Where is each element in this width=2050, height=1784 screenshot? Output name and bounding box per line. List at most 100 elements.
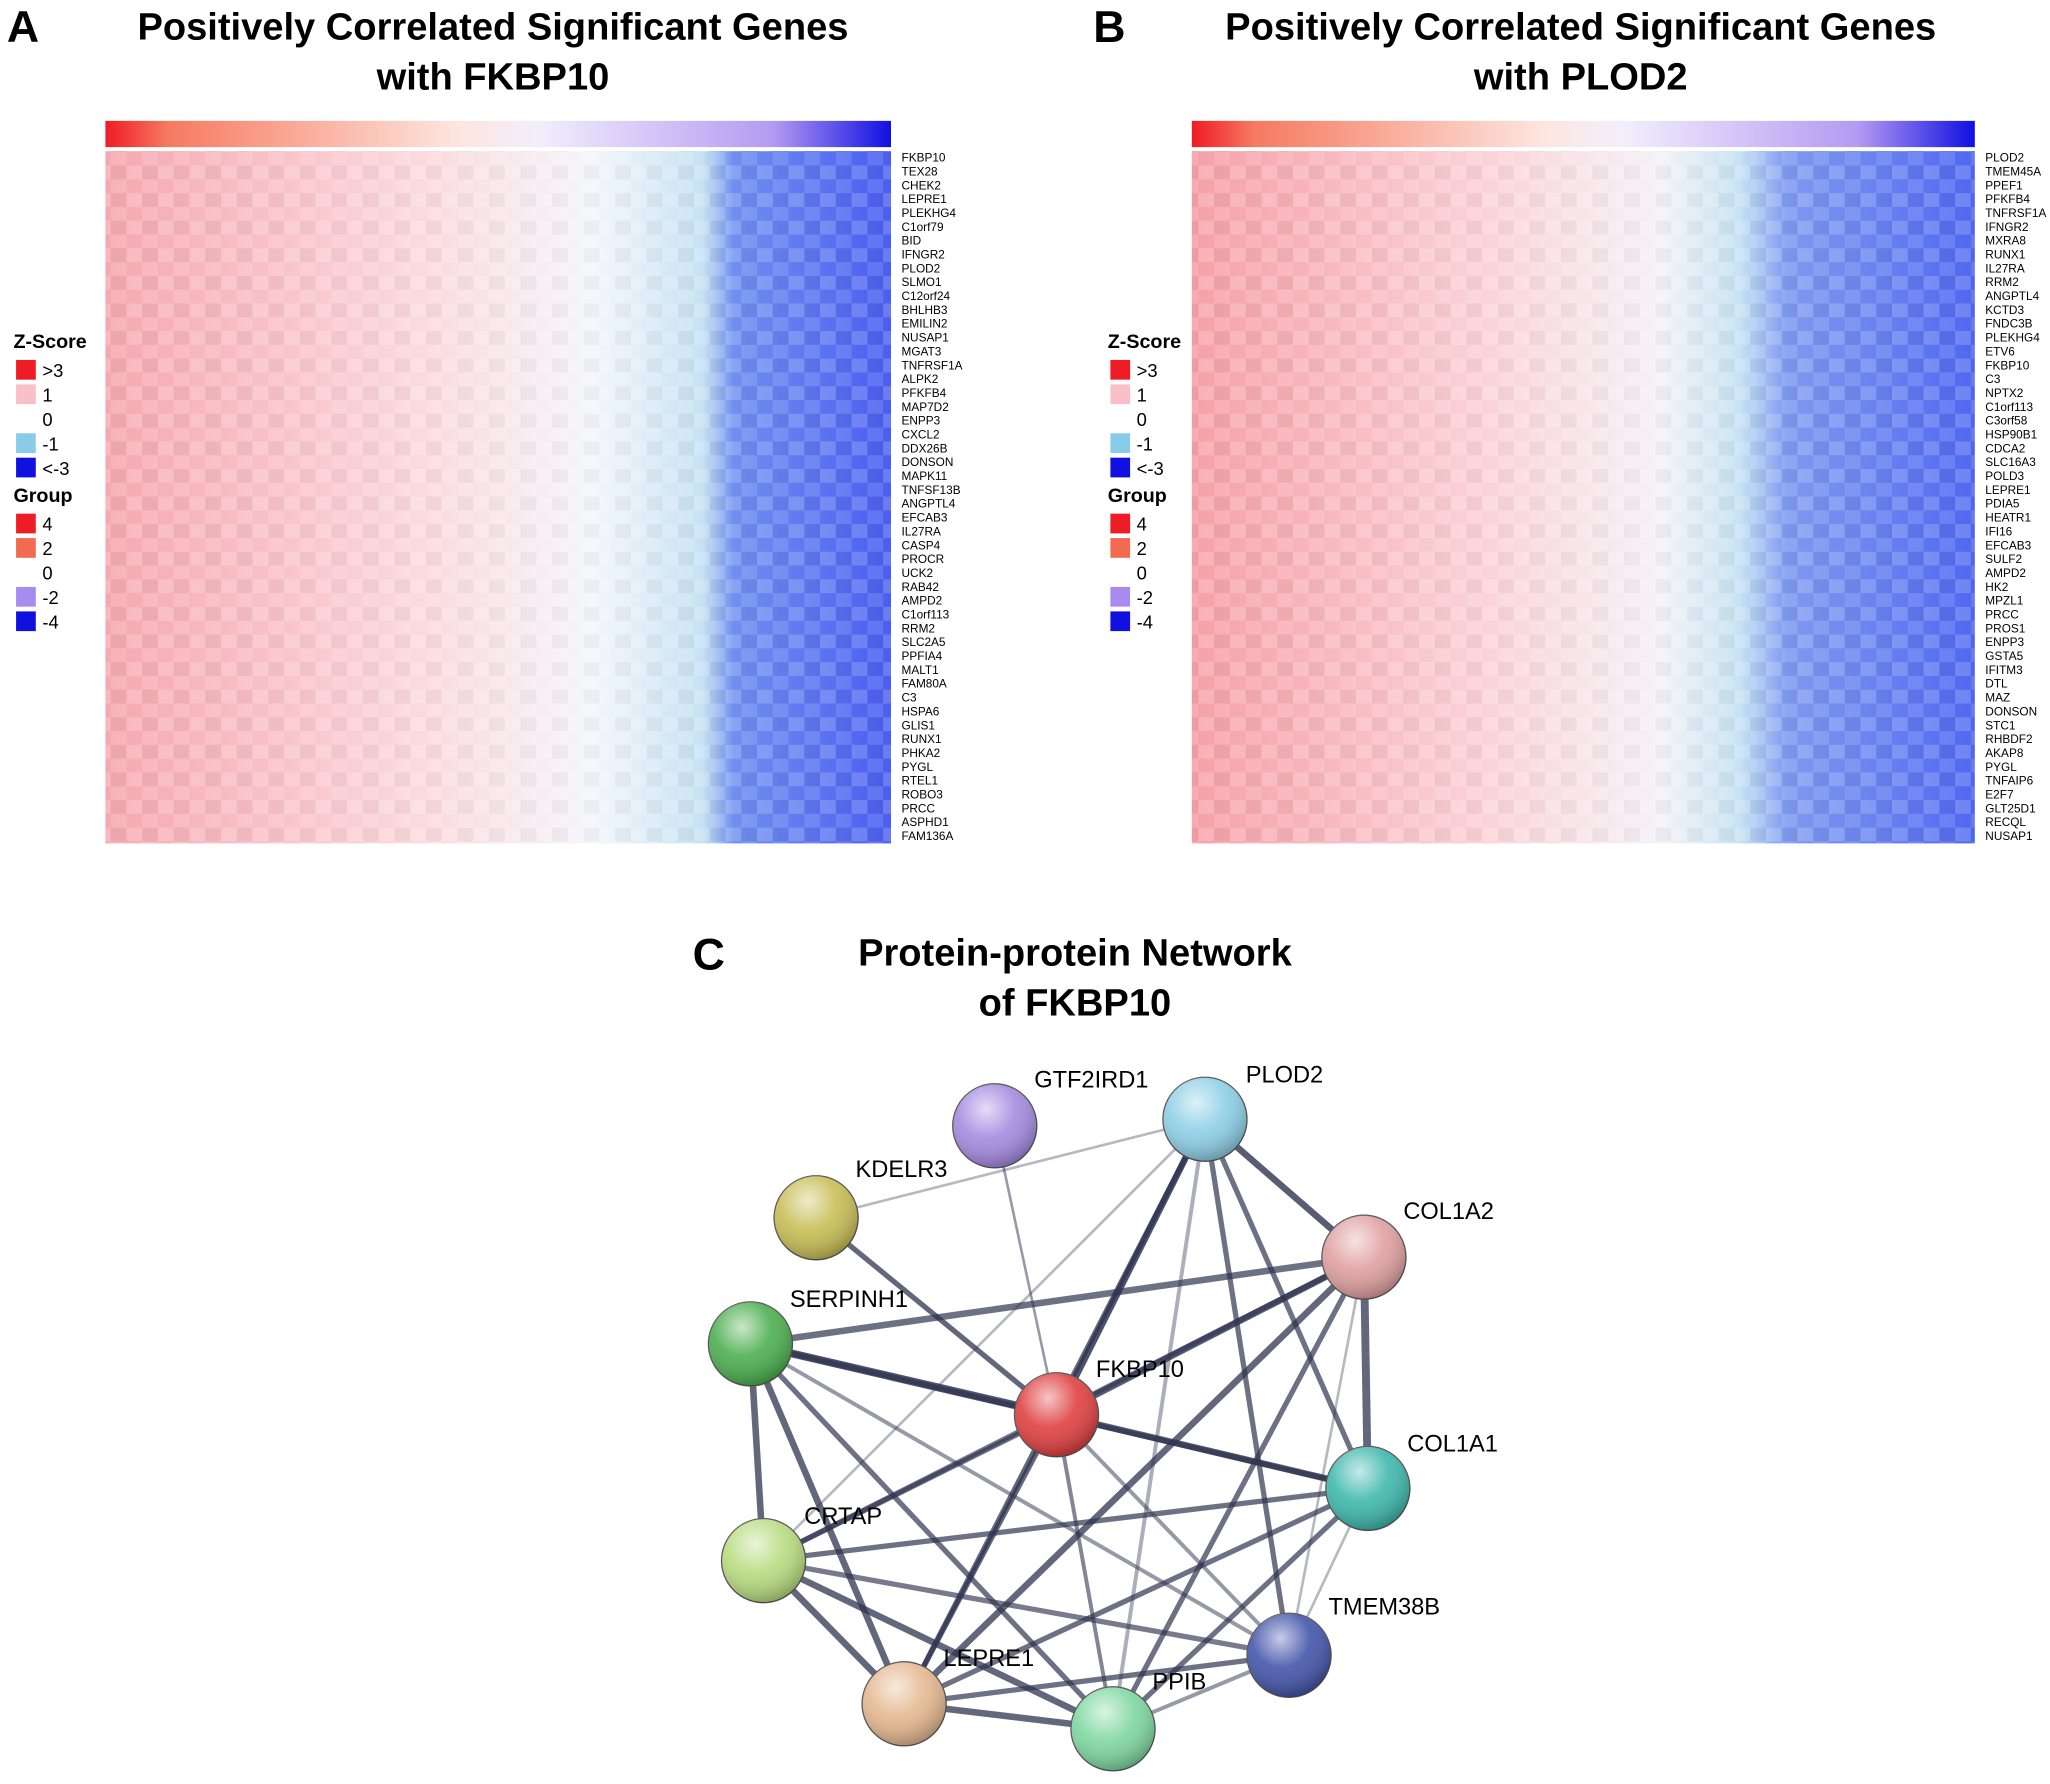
- gene-label: NUSAP1: [1985, 829, 2032, 843]
- gene-label: RHBDF2: [1985, 732, 2032, 746]
- gene-label: SLC16A3: [1985, 455, 2036, 469]
- gene-label: IFNGR2: [902, 248, 945, 262]
- gene-label: BID: [902, 234, 922, 248]
- node-shine: [1070, 1686, 1156, 1771]
- gene-label: AKAP8: [1985, 746, 2024, 760]
- legend-label: 1: [42, 384, 52, 405]
- node-label: PLOD2: [1246, 1062, 1323, 1088]
- gene-label: UCK2: [902, 566, 934, 580]
- gene-label: GLIS1: [902, 718, 936, 732]
- gene-label: PFKFB4: [902, 386, 947, 400]
- legend-label: 2: [42, 538, 52, 559]
- node-label: SERPINH1: [790, 1287, 908, 1313]
- gene-label: RAB42: [902, 580, 939, 594]
- legend-swatch: [16, 408, 36, 429]
- panel-title: with PLOD2: [1473, 56, 1688, 98]
- legend-label: <-3: [42, 458, 69, 479]
- gene-label: SLC2A5: [902, 635, 946, 649]
- node-shine: [774, 1175, 859, 1260]
- gene-label: GLT25D1: [1985, 801, 2035, 815]
- gene-label: SLMO1: [902, 275, 942, 289]
- node-shine: [952, 1083, 1037, 1168]
- edge: [993, 1125, 1058, 1416]
- legend-swatch: [16, 513, 36, 534]
- gene-label: HK2: [1985, 580, 2008, 594]
- gene-label: RRM2: [1985, 275, 2018, 289]
- gene-label: C12orf24: [902, 289, 951, 303]
- edge: [903, 1652, 1290, 1707]
- legend-swatch: [16, 359, 36, 380]
- gene-label: AMPD2: [902, 594, 943, 608]
- gene-label: TNFRSF1A: [902, 358, 963, 372]
- gene-label: C3orf58: [1985, 414, 2027, 428]
- gene-label: ENPP3: [902, 414, 941, 428]
- legend-swatch: [1110, 457, 1131, 478]
- gene-label: FNDC3B: [1985, 317, 2032, 331]
- gene-label: IFITM3: [1985, 663, 2023, 677]
- edge: [901, 1413, 1059, 1706]
- legend-label: 0: [42, 409, 52, 430]
- gene-label: PDIA5: [1985, 497, 2020, 511]
- edge: [763, 1558, 1290, 1658]
- edge: [1055, 1411, 1369, 1492]
- gene-label: DONSON: [902, 455, 954, 469]
- node-label: GTF2IRD1: [1034, 1068, 1148, 1094]
- gene-label: ROBO3: [902, 788, 944, 802]
- node-label: TMEM38B: [1328, 1595, 1440, 1621]
- heatmap-texture: [1191, 151, 1975, 844]
- node-shine: [1321, 1215, 1406, 1300]
- gene-label: MALT1: [902, 663, 939, 677]
- legend-swatch: [16, 538, 36, 558]
- gene-label: RRM2: [902, 621, 935, 635]
- gene-label: PFKFB4: [1985, 192, 2030, 206]
- legend-label: 4: [1137, 514, 1147, 535]
- legend-title: Group: [13, 485, 72, 507]
- gene-label: NUSAP1: [902, 331, 949, 345]
- node-shine: [708, 1301, 793, 1386]
- panel-title: Positively Correlated Significant Genes: [1225, 6, 1936, 48]
- panel-title: Positively Correlated Significant Genes: [137, 6, 848, 48]
- panel-letter: C: [693, 931, 725, 980]
- legend-label: 2: [1137, 538, 1147, 559]
- gene-label: PYGL: [902, 760, 934, 774]
- gene-label: MGAT3: [902, 344, 942, 358]
- gene-label: AMPD2: [1985, 566, 2026, 580]
- legend-swatch: [16, 562, 36, 583]
- gene-label: DONSON: [1985, 704, 2037, 718]
- gene-label: C1orf79: [902, 220, 944, 234]
- gene-label: ANGPTL4: [902, 497, 956, 511]
- gene-label: RTEL1: [902, 774, 939, 788]
- gene-label: PRCC: [1985, 608, 2019, 622]
- gene-label: IL27RA: [1985, 261, 2025, 275]
- gene-label: ANGPTL4: [1985, 289, 2039, 303]
- legend-swatch: [16, 611, 36, 632]
- legend-title: Group: [1108, 485, 1167, 507]
- legend-swatch: [1110, 611, 1131, 632]
- gene-label: NPTX2: [1985, 386, 2023, 400]
- node-shine: [1247, 1613, 1332, 1698]
- gene-label: PLOD2: [1985, 151, 2024, 165]
- gene-label: BHLHB3: [902, 303, 948, 317]
- gene-label: ASPHD1: [902, 815, 949, 829]
- gene-label: C1orf113: [1985, 400, 2033, 414]
- gene-label: SULF2: [1985, 552, 2022, 566]
- gene-label: ETV6: [1985, 344, 2015, 358]
- edge: [763, 1485, 1369, 1564]
- gene-label: PROCR: [902, 552, 945, 566]
- legend-swatch: [1110, 384, 1131, 405]
- gene-label: PLOD2: [902, 261, 941, 275]
- gene-label: MPZL1: [1985, 594, 2023, 608]
- gene-label: HSP90B1: [1985, 428, 2037, 442]
- edge: [747, 1342, 908, 1706]
- edge: [749, 1342, 1291, 1657]
- legend-label: 0: [1137, 563, 1147, 584]
- gene-label: EMILIN2: [902, 317, 948, 331]
- gene-label: C3: [902, 691, 918, 705]
- gene-label: HSPA6: [902, 704, 940, 718]
- edge: [1111, 1486, 1370, 1731]
- gene-label: E2F7: [1985, 788, 2013, 802]
- gene-label: EFCAB3: [902, 511, 948, 525]
- gene-label: POLD3: [1985, 469, 2024, 483]
- gene-label: FKBP10: [902, 151, 946, 165]
